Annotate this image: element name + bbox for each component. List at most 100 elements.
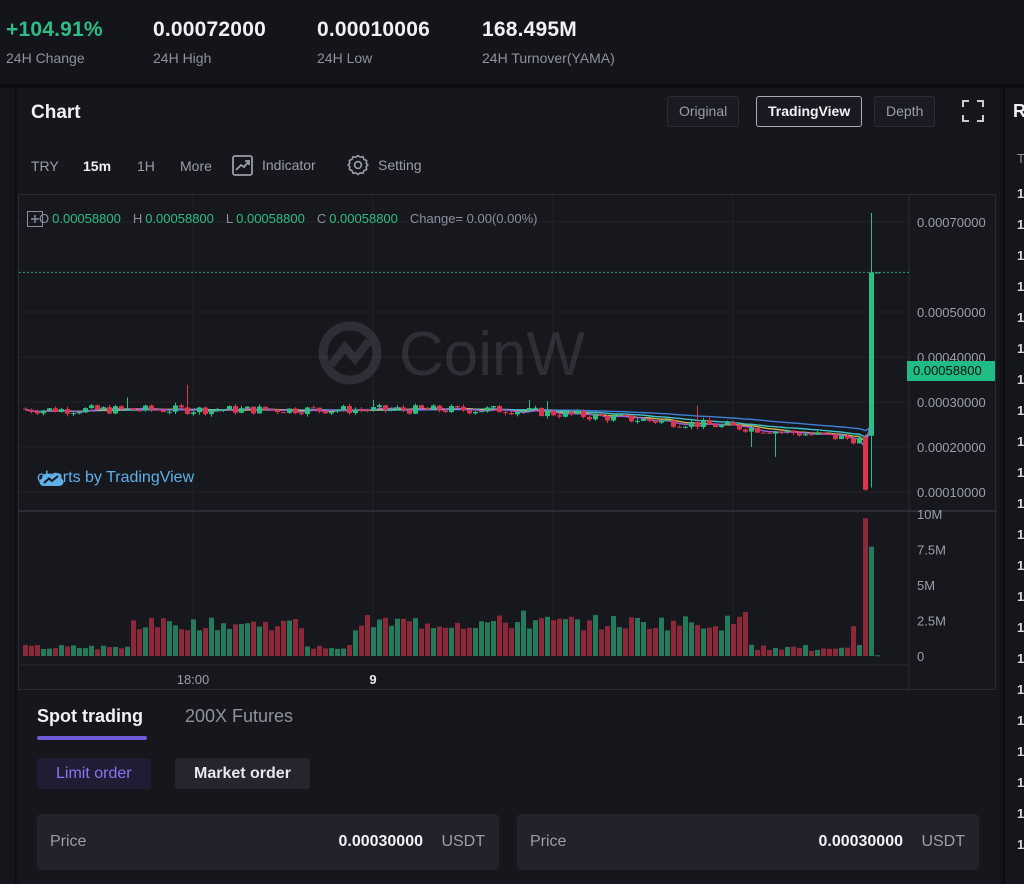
- candle-body: [743, 429, 748, 432]
- right-panel-row: 1: [1017, 248, 1024, 263]
- volume-bar: [269, 630, 274, 656]
- candle-body: [89, 405, 94, 409]
- right-panel-row: 1: [1017, 775, 1024, 790]
- volume-bar: [671, 620, 676, 656]
- candle-body: [869, 272, 874, 436]
- candle-body: [575, 410, 580, 414]
- candle-body: [287, 408, 292, 413]
- volume-bar: [263, 621, 268, 656]
- stat-24h-low: 0.00010006 24H Low: [317, 18, 430, 66]
- candle-body: [719, 424, 724, 428]
- candle-body: [725, 422, 730, 425]
- right-panel-row: 1: [1017, 806, 1024, 821]
- stat-value: 168.495M: [482, 18, 578, 41]
- buy-price-field[interactable]: Price 0.00030000 USDT: [37, 814, 499, 870]
- volume-bar: [71, 645, 76, 656]
- fullscreen-icon[interactable]: [962, 100, 984, 122]
- price-input[interactable]: 0.00030000: [338, 833, 423, 850]
- candle-body: [593, 414, 598, 420]
- timeframe-try[interactable]: TRY: [31, 158, 59, 174]
- indicator-label: Indicator: [262, 157, 316, 173]
- volume-bar: [167, 621, 172, 656]
- stat-24h-change: +104.91% 24H Change: [6, 18, 103, 66]
- collapse-legend-icon[interactable]: [27, 211, 43, 227]
- chart-canvas[interactable]: CoinW 0.000700000.000500000.000400000.00…: [19, 195, 997, 691]
- volume-bar: [191, 619, 196, 656]
- candle-body: [539, 407, 544, 417]
- candle-body: [179, 405, 184, 408]
- candle-body: [23, 408, 28, 410]
- candle-body: [215, 410, 220, 412]
- tab-futures[interactable]: 200X Futures: [185, 706, 294, 726]
- volume-bar: [617, 627, 622, 656]
- volume-bar: [563, 619, 568, 656]
- volume-bar: [23, 644, 28, 656]
- volume-bar: [659, 617, 664, 656]
- candle-body: [221, 409, 226, 411]
- candle-body: [335, 410, 340, 412]
- volume-bar: [299, 628, 304, 656]
- volume-bar: [803, 645, 808, 656]
- candle-body: [623, 414, 628, 416]
- candle-body: [161, 410, 166, 413]
- volume-bar: [245, 623, 250, 656]
- market-stats-bar: +104.91% 24H Change 0.00072000 24H High …: [0, 0, 1024, 84]
- volume-bar: [551, 620, 556, 656]
- volume-bar: [89, 645, 94, 656]
- active-tab-underline: [37, 736, 147, 740]
- right-panel-row: 1: [1017, 341, 1024, 356]
- candle-body: [761, 432, 766, 434]
- candle-body: [689, 422, 694, 427]
- volume-bar: [401, 618, 406, 656]
- candle-body: [197, 407, 202, 413]
- gear-icon: [347, 154, 369, 176]
- view-tradingview-button[interactable]: TradingView: [756, 96, 863, 127]
- volume-bar: [437, 626, 442, 656]
- candle-body: [665, 420, 670, 422]
- price-input[interactable]: 0.00030000: [818, 833, 903, 850]
- volume-bar: [539, 618, 544, 656]
- volume-bar: [497, 615, 502, 656]
- candle-body: [305, 407, 310, 415]
- setting-button[interactable]: Setting: [347, 152, 422, 178]
- volume-bar: [83, 648, 88, 656]
- right-panel-row: 1: [1017, 372, 1024, 387]
- volume-axis-label: 7.5M: [917, 543, 946, 558]
- volume-bar: [719, 630, 724, 656]
- timeframe-1h[interactable]: 1H: [137, 158, 155, 174]
- candle-body: [587, 416, 592, 420]
- candle-body: [125, 408, 130, 410]
- stat-24h-turnover: 168.495M 24H Turnover(YAMA): [482, 18, 615, 66]
- candle-body: [857, 437, 862, 444]
- sell-price-field[interactable]: Price 0.00030000 USDT: [517, 814, 979, 870]
- limit-order-button[interactable]: Limit order: [37, 758, 151, 789]
- header-divider: [0, 84, 1024, 88]
- view-depth-button[interactable]: Depth: [874, 96, 936, 127]
- tradingview-credit[interactable]: charts by TradingView: [37, 469, 194, 487]
- market-order-button[interactable]: Market order: [175, 758, 310, 789]
- candle-body: [545, 410, 550, 417]
- candle-body: [53, 408, 58, 413]
- volume-bar: [305, 646, 310, 656]
- volume-bar: [581, 630, 586, 656]
- volume-bar: [473, 627, 478, 656]
- candle-body: [299, 413, 304, 415]
- candle-body: [569, 411, 574, 414]
- view-original-button[interactable]: Original: [667, 96, 740, 127]
- volume-bar: [323, 648, 328, 656]
- stat-value: 0.00072000: [153, 18, 266, 41]
- candle-body: [83, 408, 88, 413]
- timeframe-15m[interactable]: 15m: [83, 158, 112, 174]
- candle-body: [245, 406, 250, 409]
- candle-body: [113, 406, 118, 414]
- timeframe-more[interactable]: More: [180, 158, 212, 174]
- candlestick-chart[interactable]: CoinW 0.00070000 0.00050000 0.00040000 0.00…: [18, 194, 997, 691]
- candle-body: [467, 410, 472, 414]
- candle-body: [59, 409, 64, 413]
- indicator-button[interactable]: Indicator: [232, 152, 316, 178]
- candle-body: [311, 407, 316, 409]
- candle-body: [107, 407, 112, 414]
- volume-bar: [47, 648, 52, 656]
- tab-spot-trading[interactable]: Spot trading: [37, 706, 143, 726]
- right-panel-row: 1: [1017, 186, 1024, 201]
